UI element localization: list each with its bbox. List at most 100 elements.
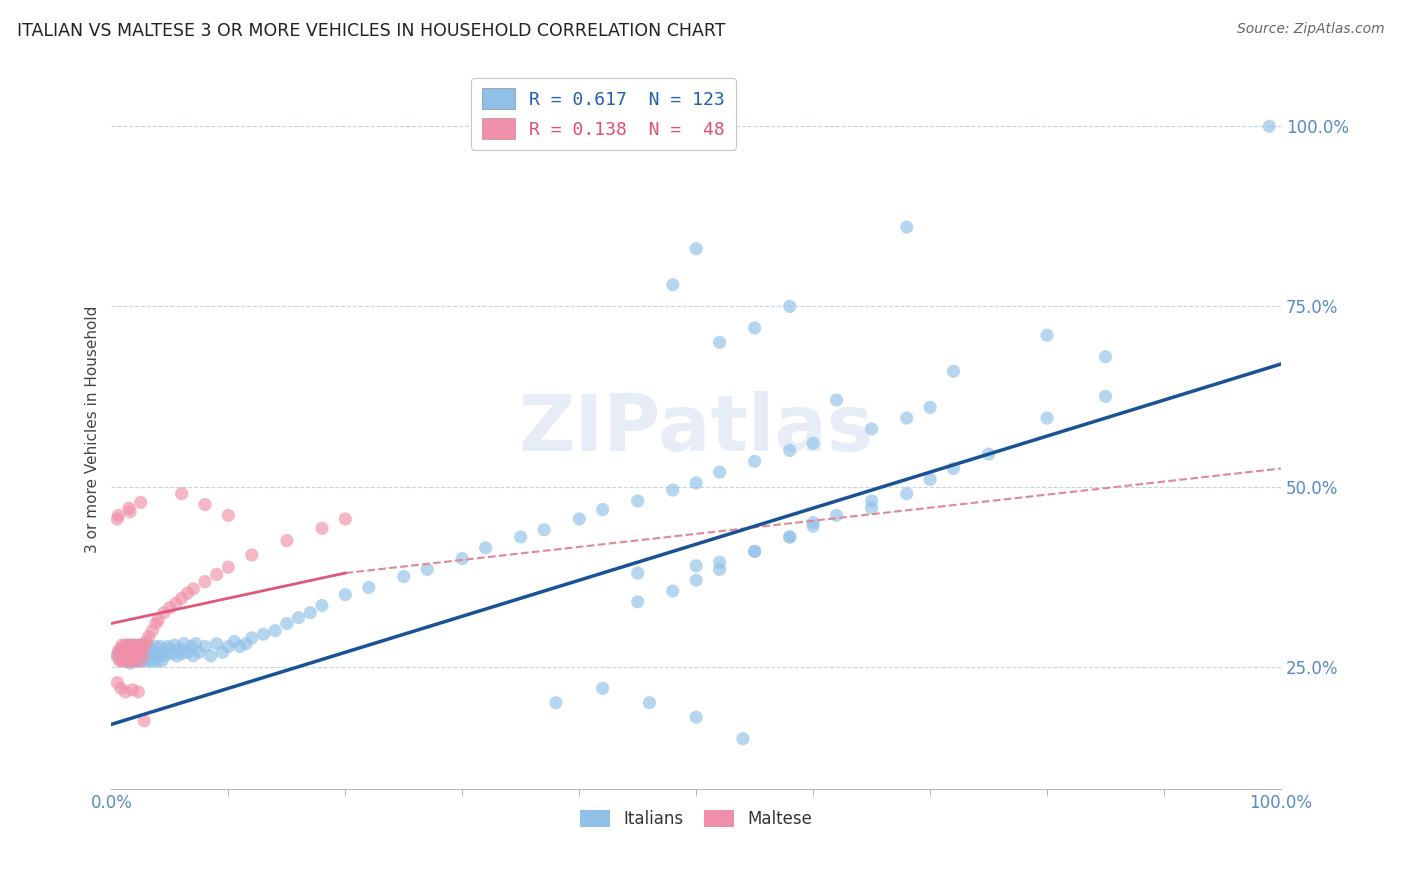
Point (131, 638, 153, 652)
Point (744, 544, 766, 558)
Point (138, 629, 160, 643)
Point (114, 638, 136, 652)
Point (107, 508, 129, 523)
Point (1258, 119, 1281, 133)
Point (120, 644, 142, 658)
Point (129, 654, 152, 668)
Point (662, 483, 685, 497)
Point (122, 647, 145, 661)
Point (235, 637, 257, 651)
Point (110, 652, 132, 666)
Point (217, 640, 239, 654)
Point (121, 641, 143, 656)
Point (685, 573, 707, 587)
Text: ZIPatlas: ZIPatlas (519, 391, 873, 467)
Point (105, 512, 128, 526)
Point (170, 487, 193, 501)
Point (287, 610, 309, 624)
Point (150, 654, 173, 668)
Point (129, 495, 152, 509)
Point (779, 443, 801, 458)
Point (252, 627, 274, 641)
Point (105, 648, 128, 663)
Point (662, 584, 685, 599)
Point (142, 645, 165, 659)
Point (120, 505, 142, 519)
Point (920, 401, 942, 415)
Point (825, 392, 848, 407)
Point (114, 651, 136, 665)
Point (194, 574, 217, 589)
Point (108, 654, 131, 668)
Point (194, 640, 217, 654)
Point (779, 530, 801, 544)
Point (135, 634, 157, 648)
Point (392, 569, 415, 583)
Point (125, 645, 148, 659)
Point (1094, 389, 1116, 403)
Point (896, 220, 918, 235)
Point (138, 654, 160, 668)
Point (118, 654, 141, 668)
Point (115, 638, 138, 652)
Point (744, 454, 766, 468)
Point (115, 648, 138, 663)
Point (117, 654, 139, 668)
Point (311, 521, 333, 535)
Point (160, 647, 183, 661)
Point (544, 696, 567, 710)
Point (120, 638, 142, 652)
Point (134, 640, 156, 654)
Point (592, 681, 614, 696)
Point (134, 644, 156, 658)
Point (920, 472, 942, 486)
Point (211, 645, 233, 659)
Point (127, 654, 149, 668)
Point (118, 501, 141, 516)
Point (112, 644, 135, 658)
Point (163, 638, 186, 652)
Point (1094, 350, 1116, 364)
Point (135, 648, 157, 663)
Point (136, 640, 159, 654)
Point (108, 645, 131, 659)
Point (127, 638, 149, 652)
Point (124, 638, 146, 652)
Point (111, 641, 134, 656)
Point (112, 647, 135, 661)
Point (132, 648, 155, 663)
Point (357, 581, 380, 595)
Point (114, 654, 136, 668)
Point (299, 606, 322, 620)
Point (170, 591, 193, 606)
Point (276, 533, 298, 548)
Point (896, 487, 918, 501)
Point (860, 501, 883, 516)
Point (124, 654, 146, 668)
Point (474, 541, 496, 555)
Point (662, 277, 685, 292)
Point (181, 648, 204, 663)
Point (860, 494, 883, 508)
Point (112, 647, 135, 661)
Point (118, 641, 141, 656)
Point (121, 654, 143, 668)
Point (148, 648, 170, 663)
Point (627, 566, 650, 580)
Point (685, 558, 707, 573)
Y-axis label: 3 or more Vehicles in Household: 3 or more Vehicles in Household (86, 305, 100, 552)
Point (627, 494, 650, 508)
Point (896, 411, 918, 425)
Point (942, 364, 965, 378)
Point (124, 647, 146, 661)
Point (149, 640, 172, 654)
Point (120, 648, 142, 663)
Point (176, 586, 198, 600)
Point (120, 645, 142, 659)
Point (224, 634, 246, 648)
Point (731, 731, 754, 746)
Point (217, 508, 239, 523)
Point (148, 647, 170, 661)
Point (159, 600, 181, 615)
Point (451, 551, 474, 566)
